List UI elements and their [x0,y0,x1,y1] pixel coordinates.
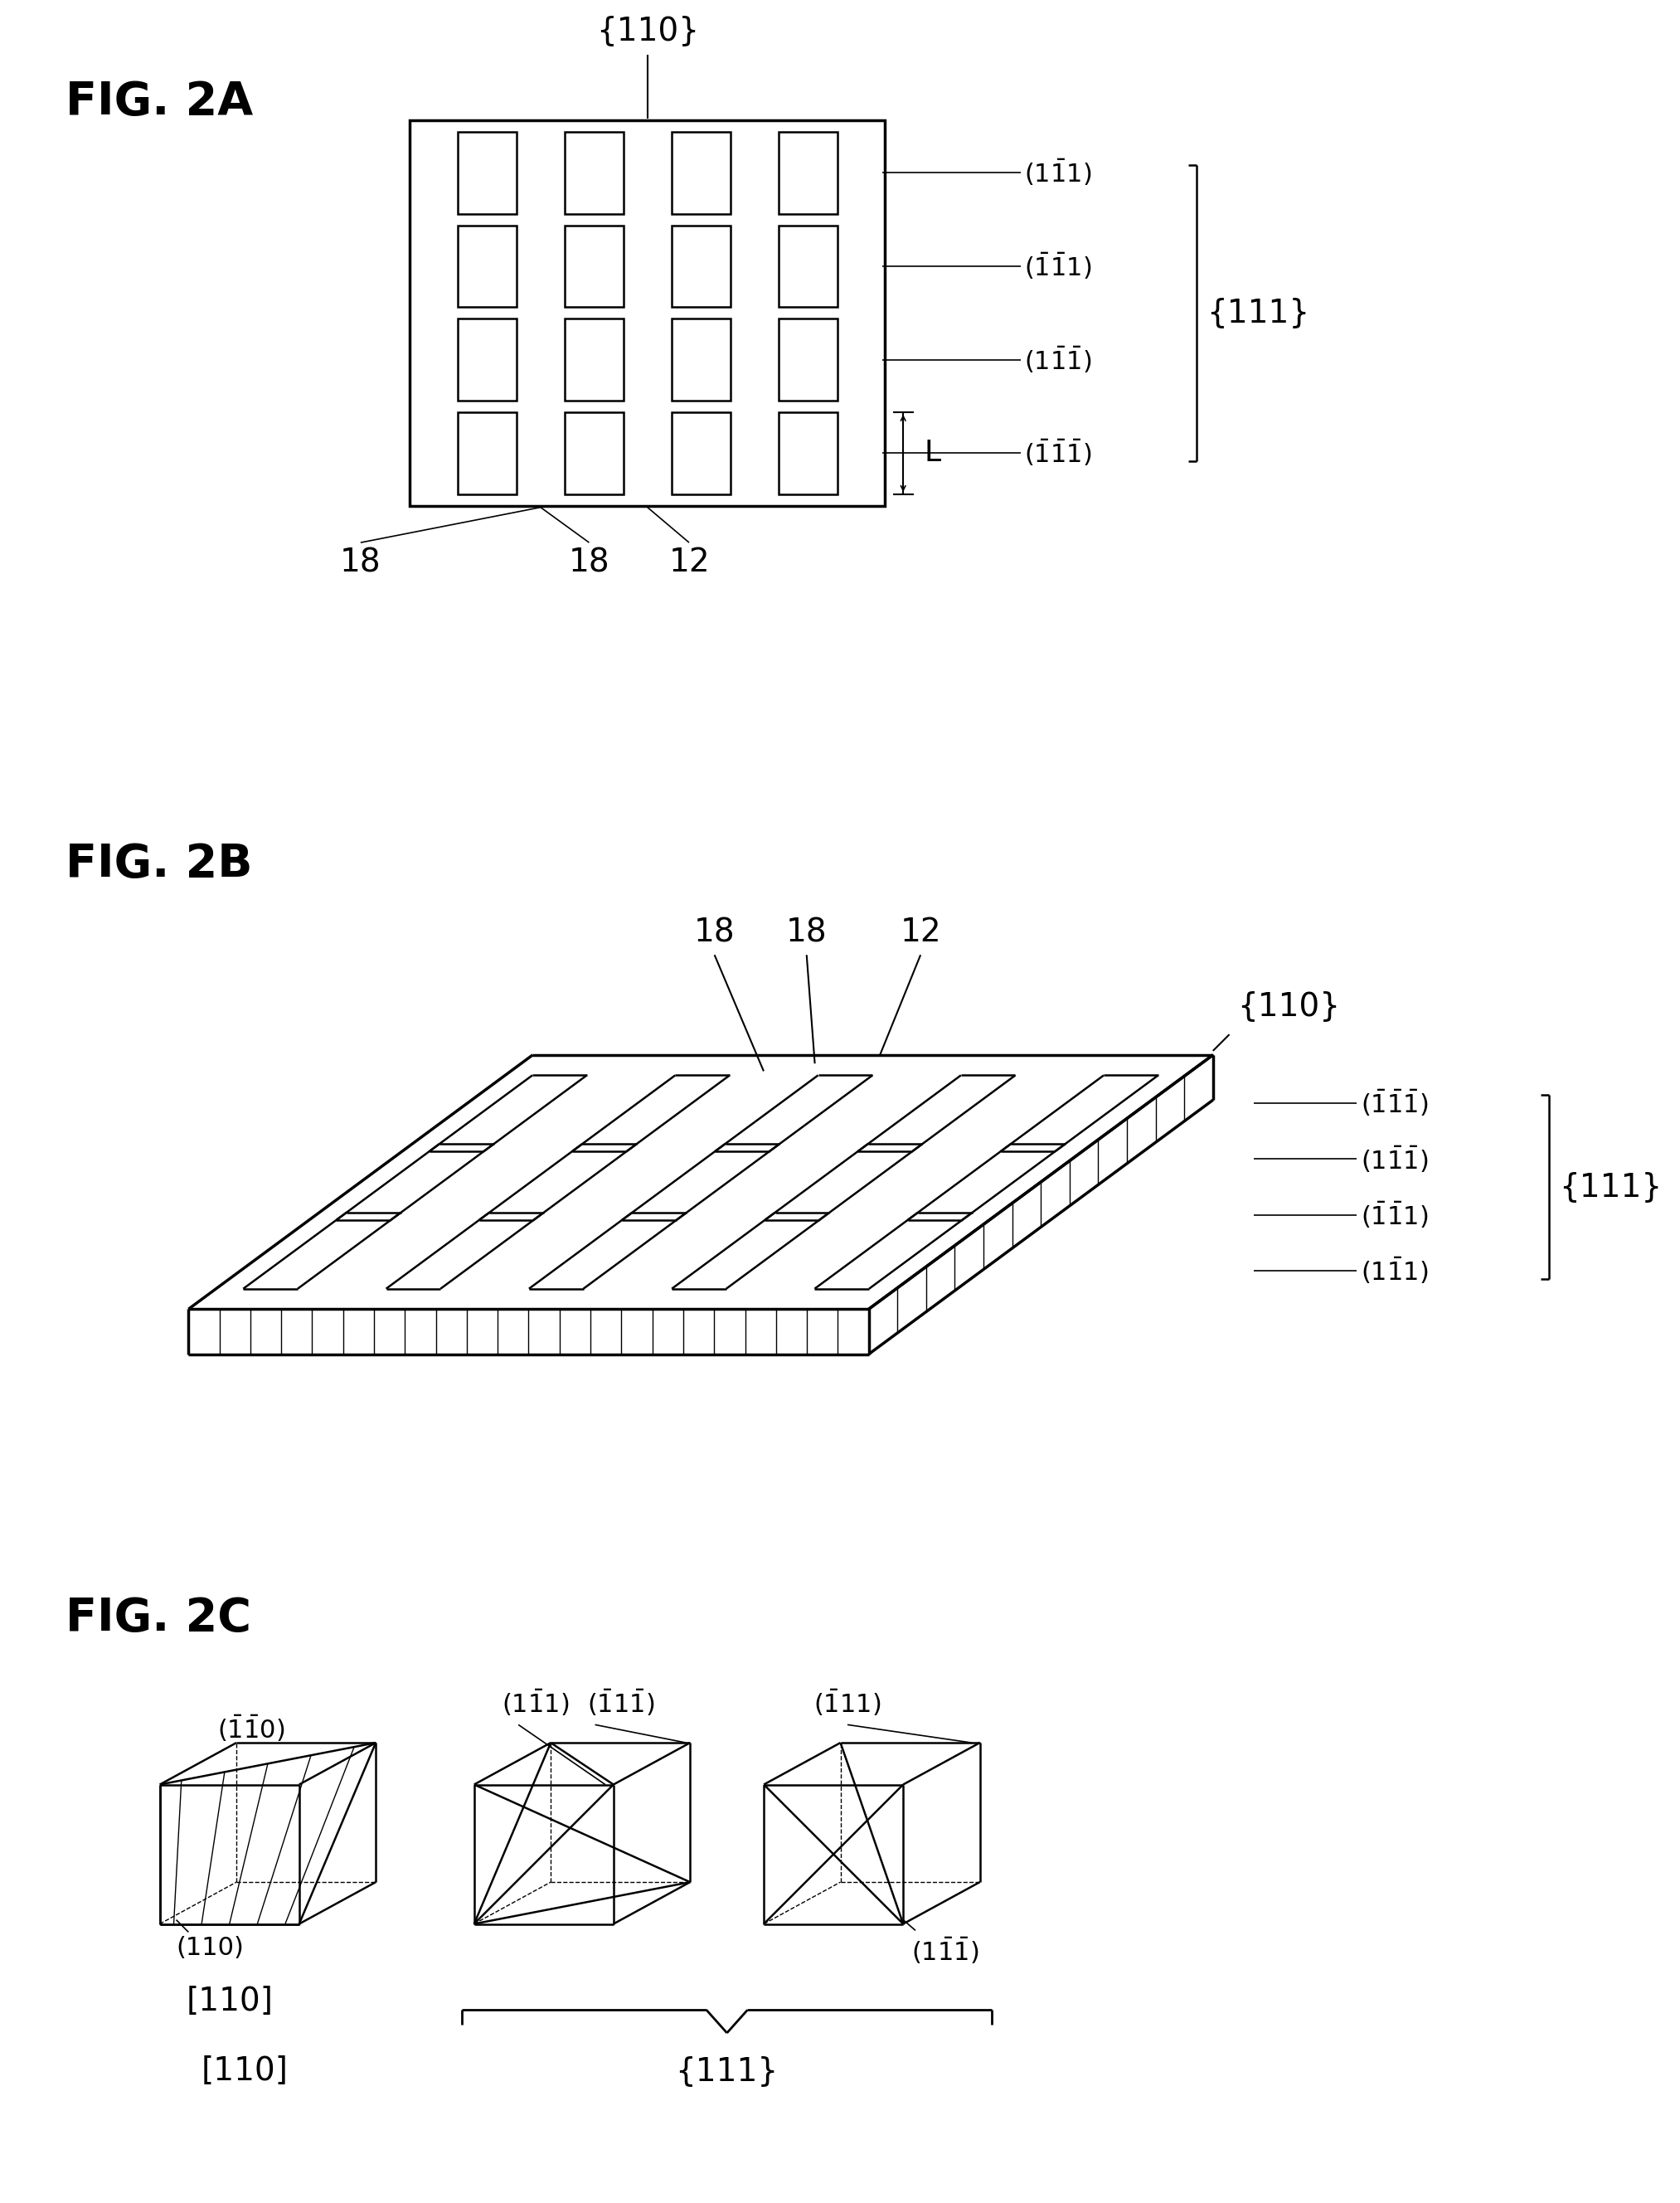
Text: ($\bar{1}$$\bar{1}$$\bar{1}$): ($\bar{1}$$\bar{1}$$\bar{1}$) [1361,1088,1428,1119]
Text: [110]: [110] [202,2055,289,2086]
Bar [778,225,837,306]
Text: FIG. 2B: FIG. 2B [66,842,252,886]
Text: ($\bar{1}$$\bar{1}$0): ($\bar{1}$$\bar{1}$0) [218,1714,286,1743]
Text: {111}: {111} [1206,297,1309,328]
Bar [457,319,517,401]
Text: 18: 18 [339,546,381,577]
Text: ($\bar{1}$11): ($\bar{1}$11) [813,1687,882,1718]
Bar [564,319,623,401]
Text: (1$\bar{1}$1): (1$\bar{1}$1) [1361,1256,1428,1287]
Text: (1$\bar{1}$$\bar{1}$): (1$\bar{1}$$\bar{1}$) [1361,1143,1428,1174]
Text: (1$\bar{1}$$\bar{1}$): (1$\bar{1}$$\bar{1}$) [1025,346,1092,375]
Bar [672,412,731,493]
Bar [778,132,837,214]
Text: ($\bar{1}$$\bar{1}$1): ($\bar{1}$$\bar{1}$1) [1025,251,1092,282]
Bar [672,132,731,214]
Bar [564,225,623,306]
Text: {110}: {110} [596,15,699,46]
Text: (1$\bar{1}$1): (1$\bar{1}$1) [502,1687,570,1718]
Text: FIG. 2A: FIG. 2A [66,79,254,123]
Bar [564,132,623,214]
Bar [672,225,731,306]
Bar [410,121,885,507]
Text: {111}: {111} [1559,1172,1662,1203]
Text: {110}: {110} [1238,991,1341,1022]
Text: L: L [924,438,941,467]
Text: 12: 12 [900,916,941,947]
Text: 18: 18 [786,916,827,947]
Bar [564,412,623,493]
Text: 12: 12 [669,546,709,577]
Bar [778,319,837,401]
Bar [778,412,837,493]
Text: (1$\bar{1}$1): (1$\bar{1}$1) [1025,159,1092,187]
Text: FIG. 2C: FIG. 2C [66,1595,252,1641]
Text: (110): (110) [176,1936,244,1961]
Bar [457,132,517,214]
Text: [110]: [110] [186,1985,274,2018]
Bar [457,225,517,306]
Text: 18: 18 [694,916,736,947]
Text: (1$\bar{1}$$\bar{1}$): (1$\bar{1}$$\bar{1}$) [911,1936,979,1967]
Bar [672,319,731,401]
Text: {111}: {111} [675,2055,778,2086]
Bar [457,412,517,493]
Text: ($\bar{1}$$\bar{1}$$\bar{1}$): ($\bar{1}$$\bar{1}$$\bar{1}$) [1025,438,1092,469]
Text: 18: 18 [568,546,610,577]
Text: ($\bar{1}$1$\bar{1}$): ($\bar{1}$1$\bar{1}$) [586,1687,654,1718]
Text: ($\bar{1}$$\bar{1}$1): ($\bar{1}$$\bar{1}$1) [1361,1201,1428,1229]
